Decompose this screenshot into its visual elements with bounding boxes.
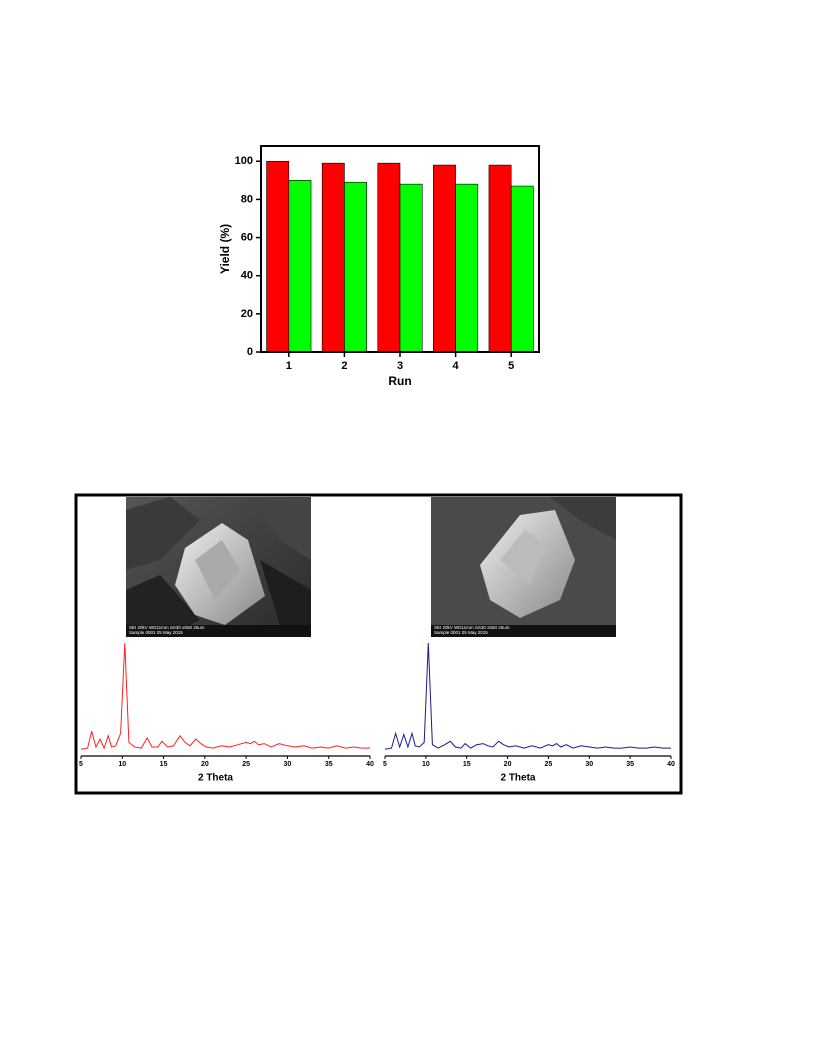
x-axis-label: Run (388, 374, 411, 388)
x-tick-label: 1 (286, 360, 292, 372)
x-tick-label: 35 (325, 761, 333, 768)
x-tick-label: 15 (463, 761, 471, 768)
bar (510, 185, 534, 353)
x-tick-label: 10 (422, 761, 430, 768)
bar (344, 181, 367, 353)
y-tick-label: 80 (241, 193, 253, 205)
x-tick-label: 40 (366, 761, 374, 768)
xrd-line (80, 642, 370, 750)
sem-info: SEI 20kV WD11mm SS30 x550 25um (434, 625, 510, 630)
bar (321, 162, 345, 353)
bar (266, 160, 290, 353)
x-tick-label: 20 (504, 761, 512, 768)
bar (377, 162, 401, 353)
x-tick-label: 35 (626, 761, 634, 768)
bar (288, 180, 312, 353)
sem-info: Sample 0001 05 May 2015 (434, 630, 488, 635)
x-tick-label: 15 (160, 761, 168, 768)
sem-info: SEI 20kV WD11mm SS30 x550 25um (129, 625, 205, 630)
xrd-line (384, 642, 671, 750)
bar (455, 183, 479, 353)
sem-image: SEI 20kV WD11mm SS30 x550 25um Sample 00… (126, 497, 311, 637)
y-tick-label: 60 (241, 231, 253, 243)
x-tick-label: 5 (79, 761, 83, 768)
x-tick-label: 5 (383, 761, 387, 768)
x-tick-label: 10 (118, 761, 126, 768)
x-tick-label: 4 (453, 360, 460, 372)
x-axis-label: 2 Theta (198, 773, 233, 784)
x-tick-label: 2 (341, 360, 347, 372)
y-tick-label: 0 (247, 346, 253, 358)
bar (399, 183, 423, 353)
x-tick-label: 25 (545, 761, 553, 768)
figure-frame (74, 493, 683, 795)
sem-info: Sample 0001 05 May 2015 (129, 630, 183, 635)
y-tick-label: 100 (235, 155, 253, 167)
x-axis-label: 2 Theta (500, 773, 535, 784)
y-axis-label: Yield (%) (218, 224, 232, 274)
x-tick-label: 3 (397, 360, 403, 372)
x-tick-label: 25 (242, 761, 250, 768)
x-tick-label: 30 (284, 761, 292, 768)
y-tick-label: 20 (241, 308, 253, 320)
bar (488, 164, 512, 353)
x-tick-label: 5 (508, 360, 514, 372)
bar (433, 164, 456, 353)
y-tick-label: 40 (241, 270, 253, 282)
x-tick-label: 20 (201, 761, 209, 768)
x-tick-label: 40 (667, 761, 675, 768)
sem-image: SEI 20kV WD11mm SS30 x550 25um Sample 00… (431, 497, 616, 637)
x-tick-label: 30 (585, 761, 593, 768)
